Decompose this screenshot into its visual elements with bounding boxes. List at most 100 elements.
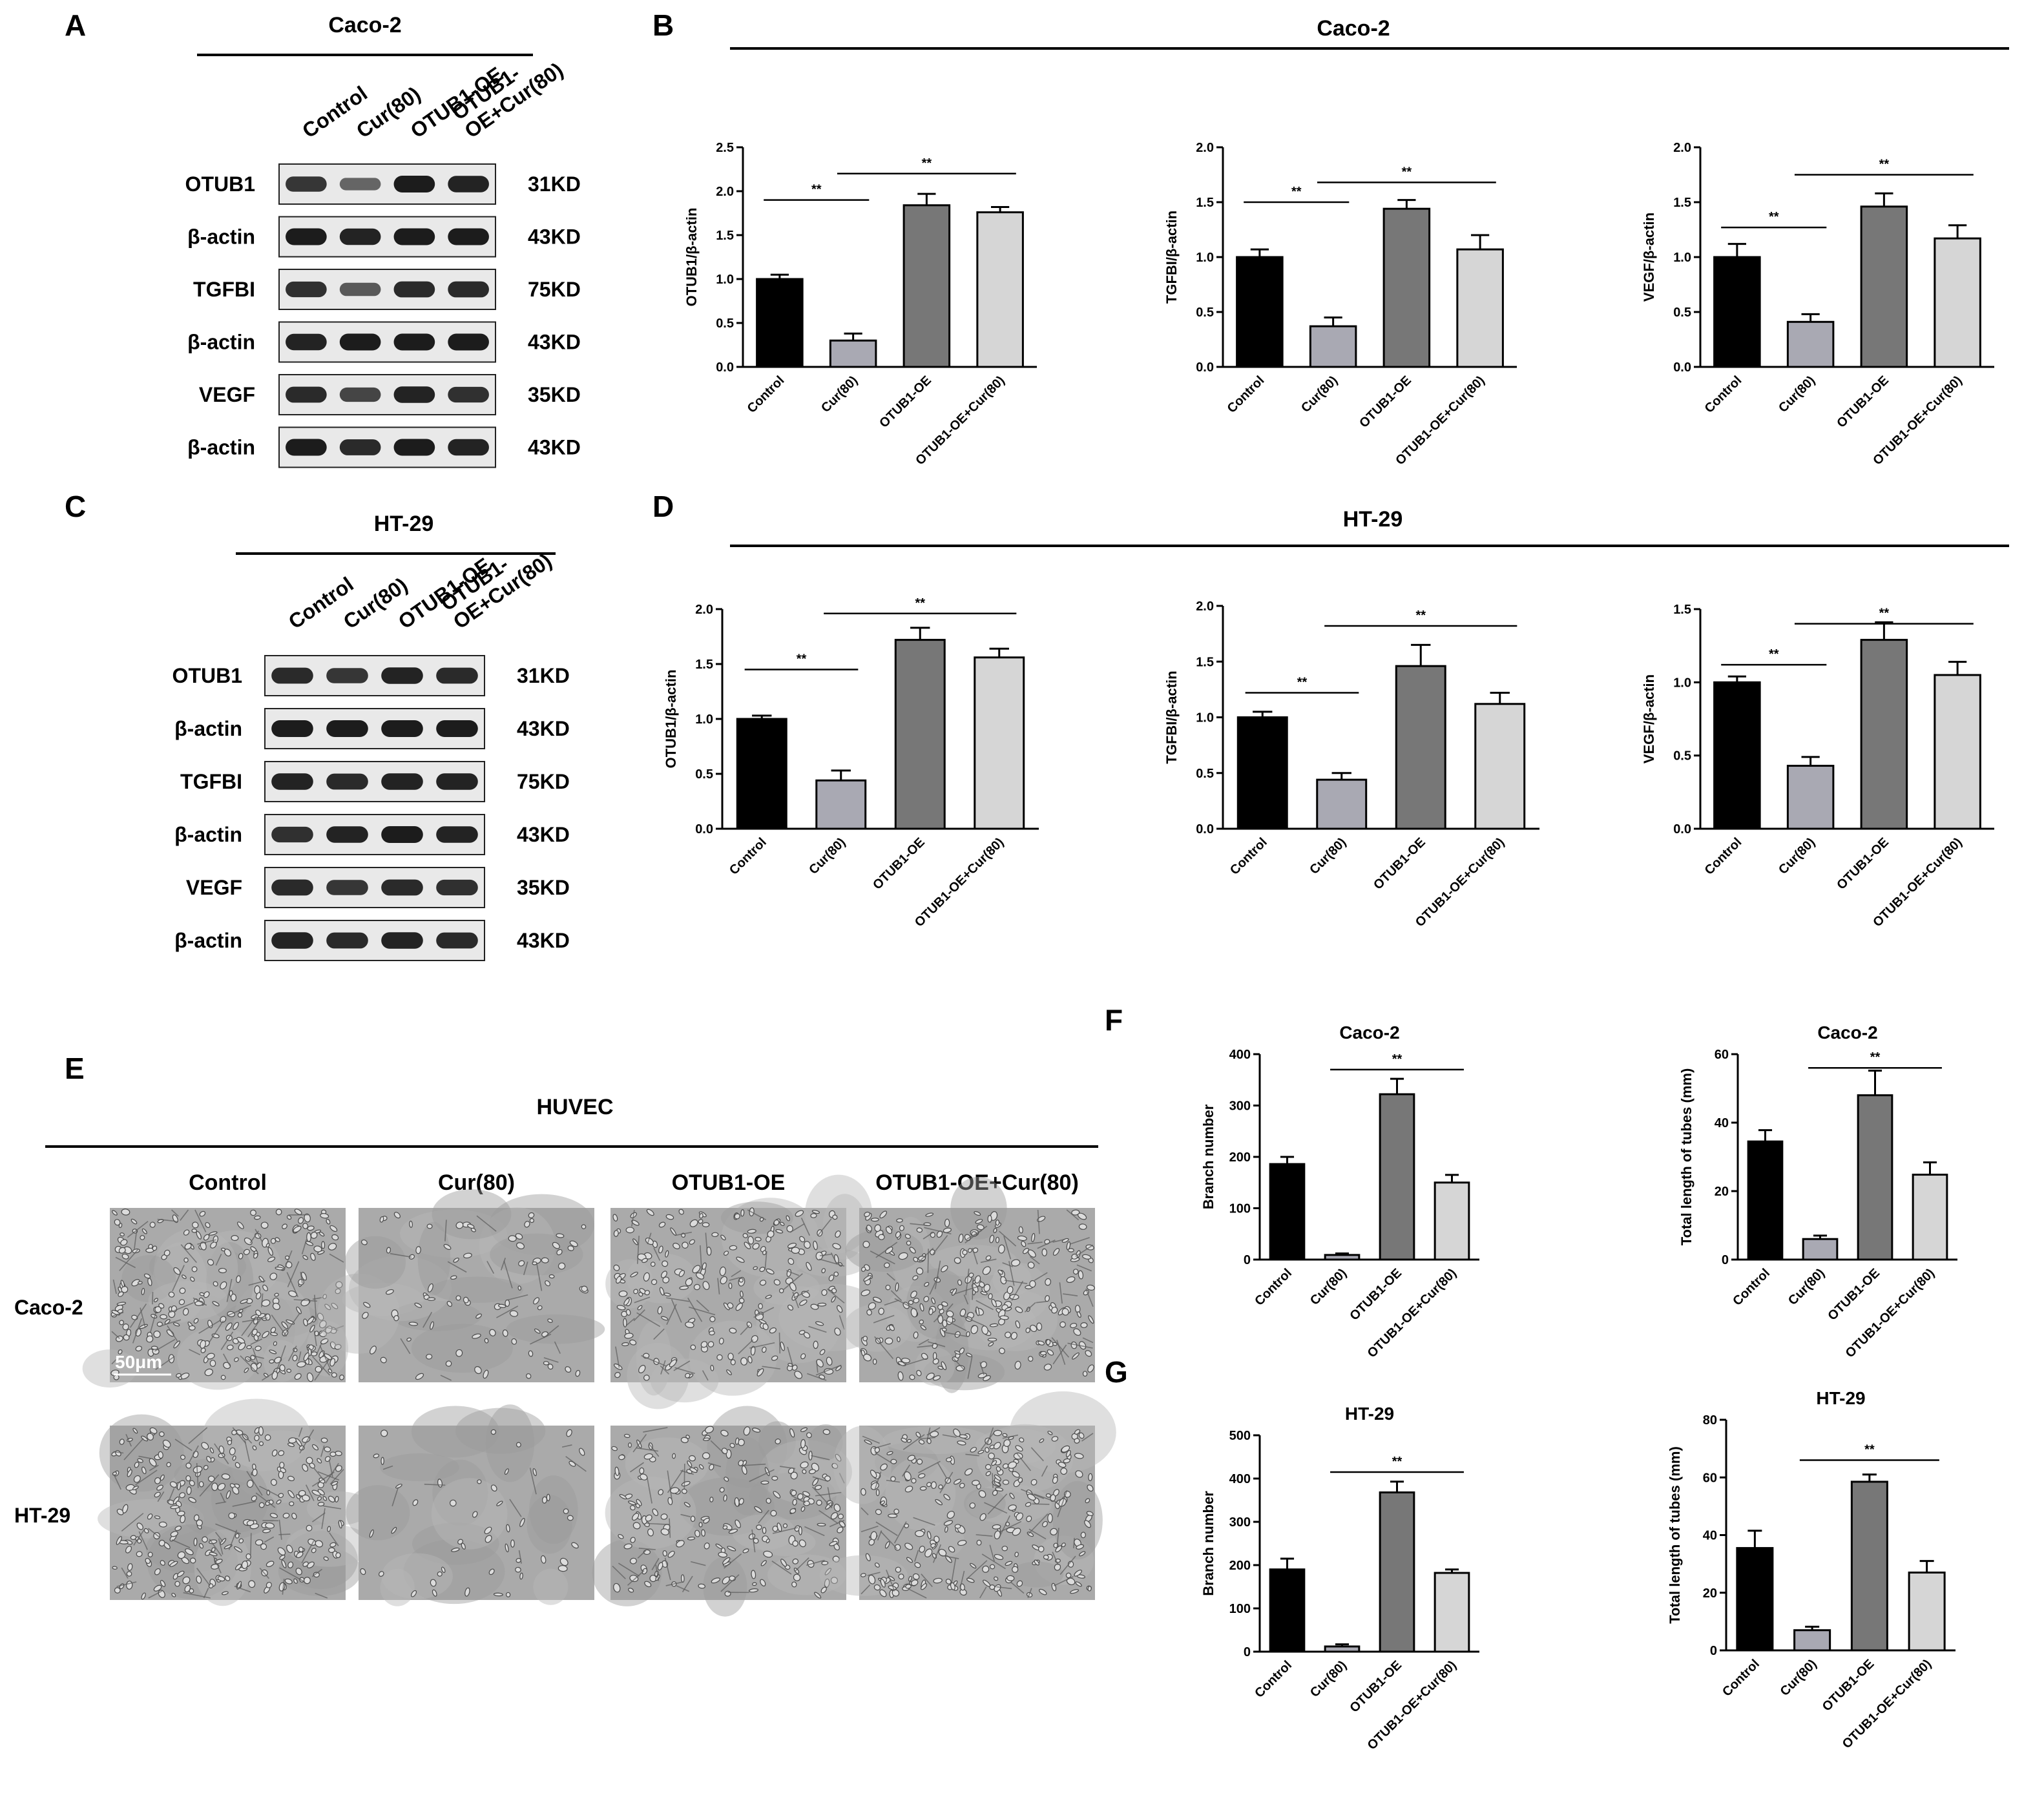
cell — [205, 1221, 211, 1228]
tube — [223, 1353, 231, 1367]
cell — [1088, 1473, 1093, 1482]
tube — [1056, 1340, 1066, 1365]
cell — [791, 1292, 799, 1301]
cell — [919, 1546, 926, 1553]
cell — [565, 1366, 572, 1373]
cell — [524, 1221, 530, 1228]
cell — [904, 1543, 913, 1550]
cell — [886, 1451, 893, 1455]
tube — [188, 1427, 208, 1444]
cell — [789, 1508, 797, 1514]
tube — [113, 1474, 121, 1490]
cell — [699, 1213, 704, 1219]
tube — [787, 1346, 793, 1366]
cell — [1086, 1511, 1094, 1517]
y-tick-label: 2.5 — [716, 141, 734, 155]
cell — [822, 1429, 831, 1435]
y-tick-label: 1.5 — [1673, 603, 1691, 617]
cell — [989, 1234, 995, 1243]
cell — [408, 1322, 419, 1326]
cell — [778, 1288, 784, 1294]
tube — [172, 1265, 185, 1292]
tube — [509, 1499, 522, 1517]
cell — [985, 1464, 992, 1470]
tube — [902, 1358, 928, 1367]
cell — [1059, 1321, 1066, 1328]
cell — [766, 1498, 771, 1504]
cell — [993, 1228, 997, 1233]
tube — [255, 1492, 276, 1508]
cell — [720, 1429, 729, 1437]
cell — [694, 1530, 700, 1537]
cell — [658, 1489, 664, 1495]
x-category-label: OTUB1-OE — [1371, 835, 1428, 893]
cell — [1045, 1339, 1051, 1345]
tube — [1004, 1280, 1028, 1284]
cell — [1000, 1276, 1007, 1285]
cell — [1081, 1254, 1092, 1260]
cell — [262, 1284, 268, 1291]
cell — [632, 1522, 641, 1530]
micrograph-texture — [430, 1276, 523, 1304]
cell — [158, 1521, 167, 1528]
tube — [228, 1530, 238, 1550]
tube — [250, 1338, 263, 1345]
tube — [674, 1231, 693, 1236]
cell — [998, 1244, 1005, 1254]
tube — [334, 1325, 344, 1330]
cell — [328, 1243, 337, 1251]
tube — [953, 1358, 965, 1371]
cell — [235, 1462, 240, 1468]
cell — [511, 1338, 517, 1345]
cell — [154, 1515, 161, 1519]
cell — [154, 1477, 161, 1484]
cell — [1030, 1324, 1038, 1333]
tube — [196, 1462, 199, 1488]
blot-protein-label: β-actin — [187, 331, 255, 354]
blot-band — [339, 333, 381, 351]
cell — [131, 1279, 140, 1287]
cell — [652, 1240, 658, 1249]
cell — [206, 1456, 212, 1463]
cell — [987, 1214, 992, 1223]
panel-label-e: E — [65, 1052, 85, 1085]
tube — [1002, 1262, 1014, 1267]
cell — [243, 1249, 250, 1255]
cell — [751, 1570, 756, 1579]
cell — [334, 1344, 342, 1350]
cell — [1085, 1498, 1090, 1504]
cell — [728, 1282, 733, 1289]
tube — [1011, 1280, 1024, 1301]
tube — [440, 1375, 452, 1381]
tube — [133, 1529, 145, 1546]
blot-protein-label: VEGF — [186, 876, 242, 899]
cell — [766, 1268, 775, 1274]
cell — [1017, 1477, 1023, 1483]
cell — [913, 1256, 919, 1262]
tube — [174, 1439, 193, 1451]
cell — [994, 1481, 1001, 1486]
cell — [556, 1233, 565, 1238]
cell — [581, 1224, 587, 1229]
cell — [506, 1524, 510, 1533]
cell — [650, 1262, 656, 1267]
tube — [1028, 1528, 1047, 1540]
cell — [207, 1259, 214, 1266]
cell — [787, 1258, 795, 1265]
cell — [472, 1511, 478, 1518]
cell — [532, 1261, 537, 1265]
cell — [200, 1241, 207, 1251]
y-axis-label: TGFBI/β-actin — [1163, 211, 1180, 304]
cell — [134, 1462, 140, 1468]
cell — [1087, 1586, 1092, 1592]
bar — [976, 211, 1024, 368]
cell — [989, 1323, 999, 1327]
blot-band — [271, 932, 313, 949]
cell — [957, 1440, 966, 1446]
chart-title: Caco-2 — [1339, 1023, 1399, 1043]
cell — [976, 1539, 982, 1546]
tube — [1036, 1301, 1047, 1304]
cell — [545, 1280, 550, 1287]
blot-protein-label: VEGF — [199, 383, 255, 406]
cell — [628, 1501, 636, 1506]
